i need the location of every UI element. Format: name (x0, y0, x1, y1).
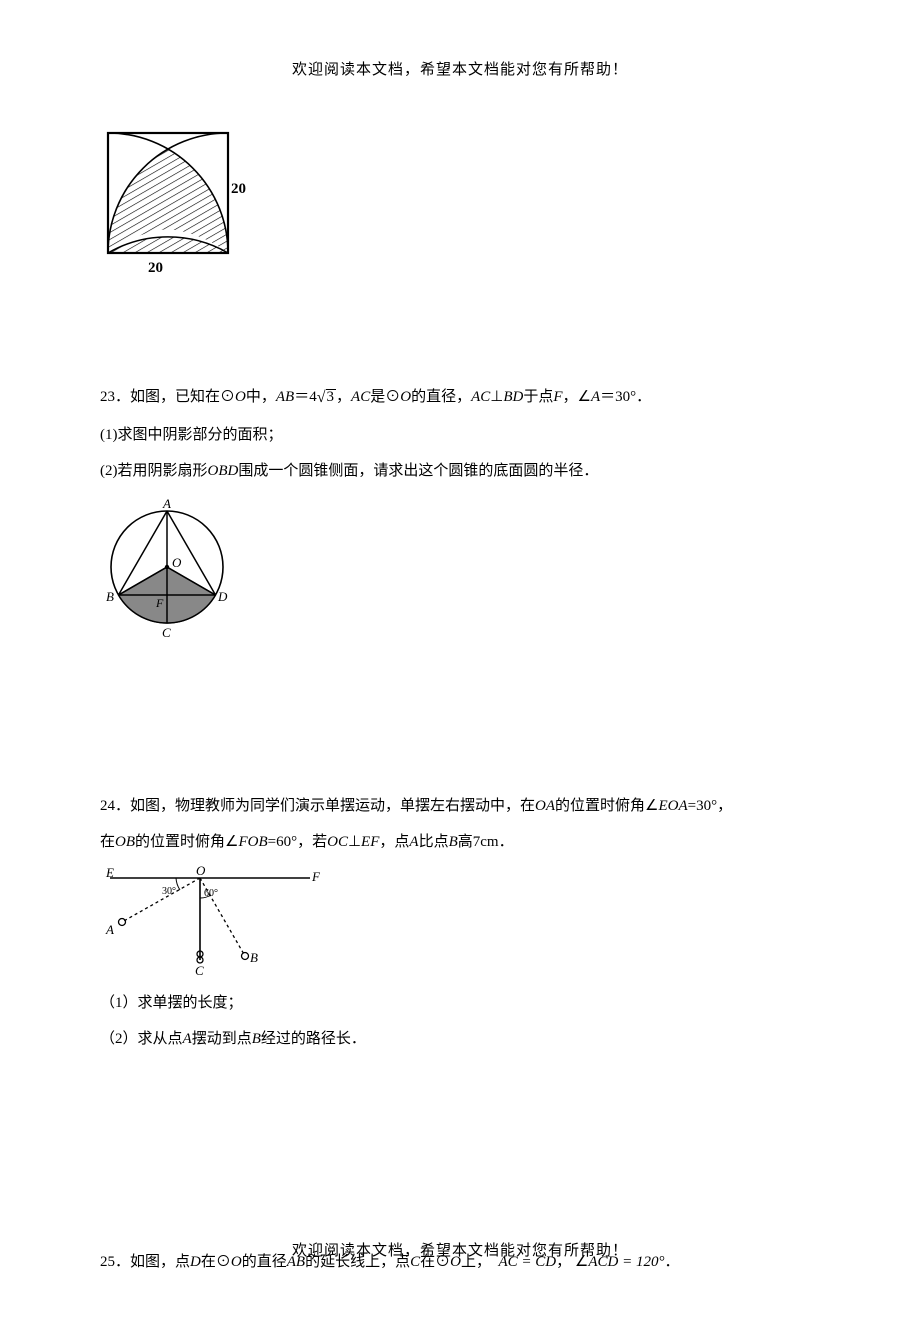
q24-t7: 高7cm． (458, 834, 514, 850)
svg-text:O: O (196, 864, 206, 878)
q23-AC2: AC (471, 389, 490, 405)
q24-t5: ，点 (379, 834, 409, 850)
svg-text:B: B (250, 950, 258, 965)
q23-BD: BD (503, 389, 523, 405)
q24-sub2b: 摆动到点 (192, 1031, 252, 1047)
question-23: 23．如图，已知在⊙O中，AB＝4√3，AC是⊙O的直径，AC⊥BD于点F，∠A… (100, 379, 820, 645)
svg-text:30°: 30° (162, 886, 176, 897)
q24-eq60: =60°，若 (268, 834, 327, 850)
q23-AB: AB (276, 389, 294, 405)
svg-text:C: C (162, 625, 171, 640)
page-footer: 欢迎阅读本文档，希望本文档能对您有所帮助！ (0, 1239, 920, 1260)
q23-OBD: OBD (208, 463, 239, 479)
q24-OC: OC (327, 834, 348, 850)
q23-sqrt: 3 (326, 389, 337, 405)
q23-O2: O (400, 389, 411, 405)
q24-t3: 在 (100, 834, 115, 850)
q24-EOA: EOA (659, 798, 688, 814)
q24-num: 24． (100, 798, 130, 814)
q23-c2: ， (563, 389, 578, 405)
q23-t2: 中， (246, 389, 276, 405)
q24-t6: 比点 (419, 834, 449, 850)
q24-EF: EF (361, 834, 379, 850)
q24-eq30: =30°， (688, 798, 732, 814)
q24-OA: OA (535, 798, 555, 814)
q24-t2: 的位置时俯角 (555, 798, 645, 814)
q23-diagram: A B D C O F (100, 495, 820, 645)
q24-B2: B (252, 1031, 261, 1047)
q23-num: 23． (100, 389, 130, 405)
svg-text:A: A (105, 922, 114, 937)
q23-sub2a: (2)若用阴影扇形 (100, 463, 208, 479)
q24-B: B (449, 834, 458, 850)
q23-t5: 于点 (523, 389, 553, 405)
q23-eq30: ＝30°． (600, 389, 651, 405)
q24-A2: A (183, 1031, 192, 1047)
q23-A: A (591, 389, 600, 405)
q24-t1: 如图，物理教师为同学们演示单摆运动，单摆左右摆动中，在 (130, 798, 535, 814)
svg-text:A: A (162, 496, 171, 511)
q23-sub2b: 围成一个圆锥侧面，请求出这个圆锥的底面圆的半径． (238, 463, 598, 479)
q24-ang2: ∠ (225, 834, 238, 850)
q24-OB: OB (115, 834, 135, 850)
q24-ang1: ∠ (645, 798, 658, 814)
q24-sub1: （1）求单摆的长度； (100, 986, 820, 1021)
q23-sub1: (1)求图中阴影部分的面积； (100, 418, 820, 453)
fig1-label-right: 20 (231, 181, 246, 198)
q24-t4: 的位置时俯角 (135, 834, 225, 850)
q24-FOB: FOB (238, 834, 267, 850)
fig1-label-bottom: 20 (148, 260, 163, 277)
question-24: 24．如图，物理教师为同学们演示单摆运动，单摆左右摆动中，在OA的位置时俯角∠E… (100, 789, 820, 1057)
svg-text:O: O (172, 555, 182, 570)
svg-text:B: B (106, 589, 114, 604)
svg-text:60°: 60° (204, 888, 218, 899)
q23-t1: 如图，已知在⊙ (130, 389, 235, 405)
svg-text:D: D (217, 589, 228, 604)
q23-eq: ＝4 (294, 389, 317, 405)
svg-text:E: E (105, 865, 114, 880)
page-header: 欢迎阅读本文档，希望本文档能对您有所帮助！ (100, 58, 820, 79)
q23-AC: AC (351, 389, 370, 405)
fig1-svg (100, 127, 260, 277)
q23-perp: ⊥ (490, 389, 503, 405)
q23-t4: 的直径， (411, 389, 471, 405)
q24-perp: ⊥ (348, 834, 361, 850)
q23-c1: ， (336, 389, 351, 405)
q23-O1: O (235, 389, 246, 405)
q24-A: A (409, 834, 418, 850)
q23-F: F (553, 389, 562, 405)
svg-text:C: C (195, 963, 204, 978)
q24-sub2a: （2）求从点 (100, 1031, 183, 1047)
q23-t3: 是⊙ (370, 389, 400, 405)
figure-square-arcs: 20 20 (100, 127, 820, 275)
svg-text:F: F (155, 596, 164, 610)
q24-diagram: E O F A B C 30° 60° (100, 864, 820, 984)
q23-ang: ∠ (578, 389, 591, 405)
svg-text:F: F (311, 869, 321, 884)
q24-sub2c: 经过的路径长． (261, 1031, 366, 1047)
